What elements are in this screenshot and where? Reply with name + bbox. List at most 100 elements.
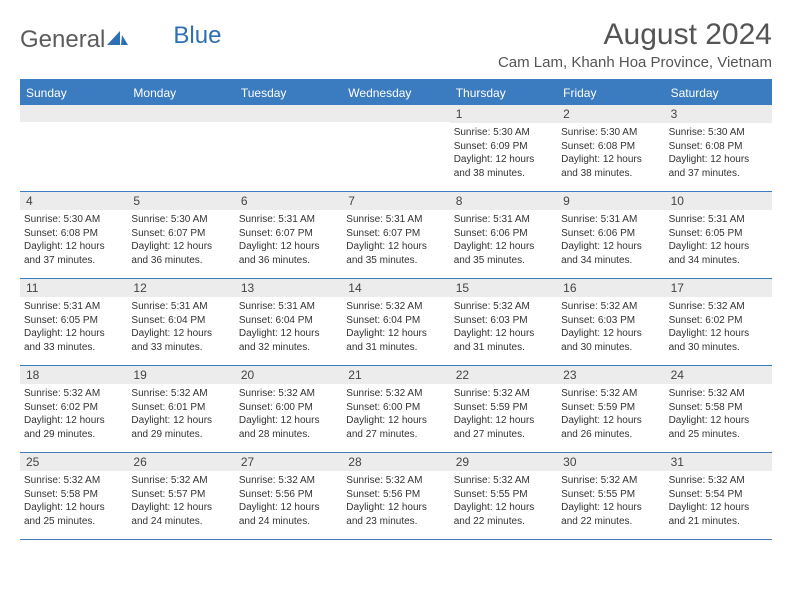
- day-header-cell: Saturday: [665, 81, 772, 105]
- sunrise-text: Sunrise: 5:32 AM: [669, 387, 768, 401]
- daylight-text: Daylight: 12 hours and 32 minutes.: [239, 327, 338, 354]
- sunset-text: Sunset: 5:54 PM: [669, 488, 768, 502]
- day-header-cell: Wednesday: [342, 81, 449, 105]
- day-detail: Sunrise: 5:31 AMSunset: 6:06 PMDaylight:…: [454, 210, 553, 267]
- daylight-text: Daylight: 12 hours and 29 minutes.: [24, 414, 123, 441]
- daylight-text: Daylight: 12 hours and 33 minutes.: [24, 327, 123, 354]
- day-number: 25: [20, 453, 127, 471]
- sunrise-text: Sunrise: 5:30 AM: [669, 126, 768, 140]
- day-cell: 14Sunrise: 5:32 AMSunset: 6:04 PMDayligh…: [342, 279, 449, 365]
- daylight-text: Daylight: 12 hours and 25 minutes.: [24, 501, 123, 528]
- day-cell: 17Sunrise: 5:32 AMSunset: 6:02 PMDayligh…: [665, 279, 772, 365]
- sunrise-text: Sunrise: 5:31 AM: [24, 300, 123, 314]
- day-detail: Sunrise: 5:32 AMSunset: 6:01 PMDaylight:…: [131, 384, 230, 441]
- daylight-text: Daylight: 12 hours and 21 minutes.: [669, 501, 768, 528]
- week-row: 1Sunrise: 5:30 AMSunset: 6:09 PMDaylight…: [20, 105, 772, 192]
- day-detail: Sunrise: 5:32 AMSunset: 5:59 PMDaylight:…: [561, 384, 660, 441]
- sunrise-text: Sunrise: 5:31 AM: [454, 213, 553, 227]
- day-number: [342, 105, 449, 122]
- day-number: [235, 105, 342, 122]
- day-detail: Sunrise: 5:32 AMSunset: 5:59 PMDaylight:…: [454, 384, 553, 441]
- daylight-text: Daylight: 12 hours and 38 minutes.: [454, 153, 553, 180]
- day-number: 17: [665, 279, 772, 297]
- day-number: 28: [342, 453, 449, 471]
- day-cell: 2Sunrise: 5:30 AMSunset: 6:08 PMDaylight…: [557, 105, 664, 191]
- sunrise-text: Sunrise: 5:32 AM: [561, 300, 660, 314]
- day-cell: 15Sunrise: 5:32 AMSunset: 6:03 PMDayligh…: [450, 279, 557, 365]
- sunset-text: Sunset: 5:58 PM: [24, 488, 123, 502]
- day-cell: [235, 105, 342, 191]
- day-header-cell: Monday: [127, 81, 234, 105]
- day-cell: 6Sunrise: 5:31 AMSunset: 6:07 PMDaylight…: [235, 192, 342, 278]
- sunset-text: Sunset: 6:02 PM: [669, 314, 768, 328]
- sunrise-text: Sunrise: 5:31 AM: [561, 213, 660, 227]
- day-number: 10: [665, 192, 772, 210]
- daylight-text: Daylight: 12 hours and 22 minutes.: [561, 501, 660, 528]
- day-detail: Sunrise: 5:32 AMSunset: 6:00 PMDaylight:…: [346, 384, 445, 441]
- sunset-text: Sunset: 5:59 PM: [454, 401, 553, 415]
- day-detail: Sunrise: 5:30 AMSunset: 6:08 PMDaylight:…: [24, 210, 123, 267]
- sunset-text: Sunset: 6:07 PM: [239, 227, 338, 241]
- sunset-text: Sunset: 6:09 PM: [454, 140, 553, 154]
- day-number: 30: [557, 453, 664, 471]
- sunrise-text: Sunrise: 5:32 AM: [24, 387, 123, 401]
- daylight-text: Daylight: 12 hours and 24 minutes.: [239, 501, 338, 528]
- day-number: 2: [557, 105, 664, 123]
- day-number: 26: [127, 453, 234, 471]
- day-cell: 16 Sunrise: 5:32 AMSunset: 6:03 PMDayligh…: [557, 279, 664, 365]
- day-cell: 18Sunrise: 5:32 AMSunset: 6:02 PMDayligh…: [20, 366, 127, 452]
- day-cell: 30Sunrise: 5:32 AMSunset: 5:55 PMDayligh…: [557, 453, 664, 539]
- day-cell: 22Sunrise: 5:32 AMSunset: 5:59 PMDayligh…: [450, 366, 557, 452]
- day-cell: 4Sunrise: 5:30 AMSunset: 6:08 PMDaylight…: [20, 192, 127, 278]
- logo-text-general: General: [20, 26, 105, 54]
- sunset-text: Sunset: 5:55 PM: [454, 488, 553, 502]
- day-number: 24: [665, 366, 772, 384]
- day-number: 9: [557, 192, 664, 210]
- sunrise-text: Sunrise: 5:32 AM: [239, 387, 338, 401]
- daylight-text: Daylight: 12 hours and 24 minutes.: [131, 501, 230, 528]
- daylight-text: Daylight: 12 hours and 37 minutes.: [669, 153, 768, 180]
- sunrise-text: Sunrise: 5:32 AM: [24, 474, 123, 488]
- sunrise-text: Sunrise: 5:31 AM: [669, 213, 768, 227]
- week-row: 11Sunrise: 5:31 AMSunset: 6:05 PMDayligh…: [20, 279, 772, 366]
- day-cell: [127, 105, 234, 191]
- daylight-text: Daylight: 12 hours and 29 minutes.: [131, 414, 230, 441]
- sunset-text: Sunset: 5:58 PM: [669, 401, 768, 415]
- daylight-text: Daylight: 12 hours and 30 minutes.: [561, 327, 660, 354]
- day-number: [127, 105, 234, 122]
- daylight-text: Daylight: 12 hours and 22 minutes.: [454, 501, 553, 528]
- day-detail: Sunrise: 5:32 AMSunset: 5:58 PMDaylight:…: [24, 471, 123, 528]
- sunset-text: Sunset: 6:02 PM: [24, 401, 123, 415]
- day-detail: Sunrise: 5:30 AMSunset: 6:08 PMDaylight:…: [669, 123, 768, 180]
- day-number: 4: [20, 192, 127, 210]
- daylight-text: Daylight: 12 hours and 27 minutes.: [346, 414, 445, 441]
- sunrise-text: Sunrise: 5:32 AM: [346, 387, 445, 401]
- day-number: 19: [127, 366, 234, 384]
- day-number: 16: [557, 279, 664, 297]
- day-number: 6: [235, 192, 342, 210]
- sunrise-text: Sunrise: 5:32 AM: [346, 474, 445, 488]
- sunset-text: Sunset: 6:04 PM: [131, 314, 230, 328]
- day-cell: 8Sunrise: 5:31 AMSunset: 6:06 PMDaylight…: [450, 192, 557, 278]
- daylight-text: Daylight: 12 hours and 33 minutes.: [131, 327, 230, 354]
- sunset-text: Sunset: 6:06 PM: [561, 227, 660, 241]
- day-number: 29: [450, 453, 557, 471]
- sunset-text: Sunset: 6:05 PM: [669, 227, 768, 241]
- daylight-text: Daylight: 12 hours and 35 minutes.: [346, 240, 445, 267]
- day-detail: Sunrise: 5:31 AMSunset: 6:05 PMDaylight:…: [24, 297, 123, 354]
- day-cell: 24Sunrise: 5:32 AMSunset: 5:58 PMDayligh…: [665, 366, 772, 452]
- daylight-text: Daylight: 12 hours and 34 minutes.: [561, 240, 660, 267]
- calendar: SundayMondayTuesdayWednesdayThursdayFrid…: [20, 79, 772, 540]
- sunrise-text: Sunrise: 5:32 AM: [131, 474, 230, 488]
- day-cell: 21Sunrise: 5:32 AMSunset: 6:00 PMDayligh…: [342, 366, 449, 452]
- day-number: 23: [557, 366, 664, 384]
- sunset-text: Sunset: 6:03 PM: [561, 314, 660, 328]
- sunset-text: Sunset: 6:00 PM: [346, 401, 445, 415]
- day-header-cell: Tuesday: [235, 81, 342, 105]
- sunrise-text: Sunrise: 5:32 AM: [561, 387, 660, 401]
- day-detail: Sunrise: 5:31 AMSunset: 6:07 PMDaylight:…: [239, 210, 338, 267]
- day-cell: 7Sunrise: 5:31 AMSunset: 6:07 PMDaylight…: [342, 192, 449, 278]
- day-cell: [20, 105, 127, 191]
- sunrise-text: Sunrise: 5:30 AM: [24, 213, 123, 227]
- sunrise-text: Sunrise: 5:30 AM: [561, 126, 660, 140]
